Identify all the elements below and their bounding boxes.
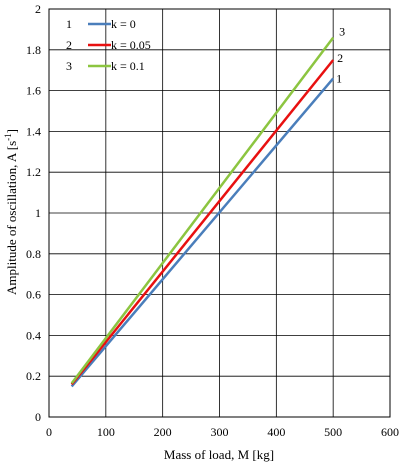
plot-border: [48, 8, 391, 418]
legend-number: 1: [66, 17, 72, 31]
x-tick-label: 300: [211, 425, 229, 439]
legend-number: 2: [66, 38, 72, 52]
y-axis-title-close: ]: [4, 129, 19, 133]
curve-labels: 1 2 3: [336, 25, 345, 86]
curve-number-label: 1: [336, 71, 342, 85]
series-lines: [70, 36, 335, 388]
curve-number-label: 2: [337, 51, 343, 65]
x-tick-label: 200: [154, 425, 172, 439]
y-tick-label: 1.4: [26, 124, 41, 138]
y-tick-label: 0.4: [26, 328, 41, 342]
y-tick-label: 2: [35, 2, 41, 16]
x-tick-label: 500: [324, 425, 342, 439]
y-tick-label: 0.2: [26, 369, 41, 383]
x-axis-title: Mass of load, M [kg]: [164, 447, 274, 462]
legend-number: 3: [66, 59, 72, 73]
legend-label: k = 0.1: [111, 59, 145, 73]
series-line: [70, 59, 335, 386]
legend-label: k = 0.05: [111, 38, 151, 52]
y-tick-label: 0: [35, 410, 41, 424]
y-tick-label: 1.6: [26, 84, 41, 98]
legend-label: k = 0: [111, 17, 136, 31]
curve-number-label: 3: [339, 25, 345, 39]
y-tick-label: 0.8: [26, 247, 41, 261]
x-tick-label: 100: [97, 425, 115, 439]
y-tick-label: 1: [35, 206, 41, 220]
plot-frame: [48, 8, 391, 418]
y-tick-label: 1.8: [26, 43, 41, 57]
x-tick-label: 0: [46, 425, 52, 439]
legend: 1 k = 0 2 k = 0.05 3 k = 0.1: [66, 17, 151, 73]
y-axis-title: Amplitude of oscillation, A [s-1]: [3, 129, 19, 295]
series-line: [70, 77, 335, 388]
y-tick-label: 0.6: [26, 288, 41, 302]
x-tick-label: 400: [267, 425, 285, 439]
series-line: [70, 36, 335, 385]
y-axis-title-sup: -1: [3, 133, 13, 141]
y-axis-title-main: Amplitude of oscillation, A [s: [4, 141, 19, 295]
y-tick-labels: 0 0.2 0.4 0.6 0.8 1 1.2 1.4 1.6 1.8 2: [26, 2, 41, 424]
y-tick-label: 1.2: [26, 165, 41, 179]
x-tick-labels: 0 100 200 300 400 500 600: [46, 425, 399, 439]
x-tick-label: 600: [381, 425, 399, 439]
